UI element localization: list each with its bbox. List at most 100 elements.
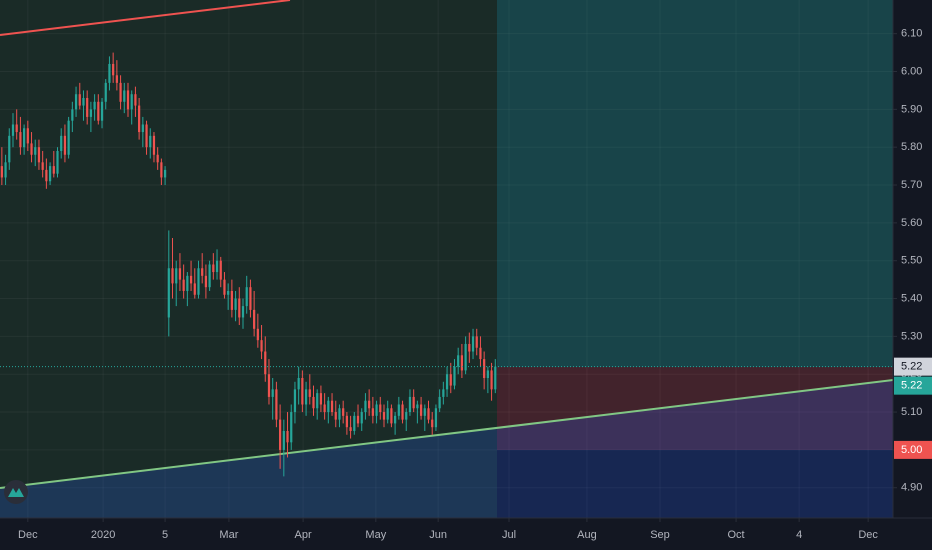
candle-body bbox=[253, 309, 256, 329]
x-tick-label: 2020 bbox=[91, 529, 115, 541]
candle-body bbox=[304, 389, 308, 405]
candle-body bbox=[445, 374, 449, 390]
x-tick-label: Aug bbox=[577, 529, 597, 541]
x-tick-label: Jul bbox=[502, 529, 516, 541]
candle-body bbox=[353, 415, 356, 431]
history-zone bbox=[0, 0, 497, 518]
candle-body bbox=[275, 389, 278, 420]
candle-body bbox=[371, 408, 374, 416]
candle-body bbox=[264, 351, 267, 375]
candle-body bbox=[63, 135, 67, 155]
candle-body bbox=[74, 94, 78, 110]
candle-body bbox=[204, 275, 208, 288]
candle-body bbox=[434, 408, 438, 428]
y-tick-label: 5.30 bbox=[901, 330, 922, 342]
candle-body bbox=[419, 404, 423, 416]
candle-body bbox=[156, 154, 159, 163]
candle-body bbox=[260, 340, 263, 352]
candle-body bbox=[282, 430, 285, 450]
candle-body bbox=[78, 94, 81, 106]
price-label-box bbox=[894, 376, 932, 395]
stop-zone bbox=[497, 367, 893, 450]
candle-body bbox=[386, 408, 389, 420]
x-tick-label: Oct bbox=[728, 529, 745, 541]
candle-body bbox=[71, 109, 74, 121]
candle-body bbox=[100, 101, 104, 121]
candle-body bbox=[175, 268, 178, 284]
price-label: 5.22 bbox=[901, 380, 922, 392]
candle-body bbox=[186, 275, 189, 291]
candle-body bbox=[149, 135, 152, 148]
candle-body bbox=[379, 404, 382, 413]
candle-body bbox=[86, 98, 89, 117]
candle-body bbox=[345, 415, 348, 428]
candle-body bbox=[212, 264, 215, 273]
candle-body bbox=[405, 412, 408, 420]
candle-body bbox=[134, 94, 137, 106]
y-tick-label: 6.00 bbox=[901, 65, 922, 77]
candle-body bbox=[483, 359, 486, 378]
candle-body bbox=[360, 412, 363, 424]
candle-body bbox=[375, 404, 378, 416]
candle-body bbox=[167, 268, 170, 318]
candle-body bbox=[19, 132, 22, 148]
y-tick-label: 5.40 bbox=[901, 292, 922, 304]
candle-body bbox=[34, 147, 37, 155]
candle-body bbox=[8, 135, 11, 163]
candle-body bbox=[245, 287, 248, 307]
price-label-box bbox=[894, 357, 932, 376]
candle-body bbox=[427, 408, 430, 420]
candle-body bbox=[41, 162, 44, 170]
candle-body bbox=[230, 290, 233, 310]
candle-body bbox=[368, 400, 371, 409]
candle-body bbox=[431, 419, 434, 428]
x-tick-label: 5 bbox=[162, 529, 168, 541]
candle-body bbox=[4, 162, 7, 178]
candle-body bbox=[208, 264, 211, 288]
candle-body bbox=[457, 355, 460, 367]
candle-body bbox=[223, 279, 226, 295]
candle-body bbox=[290, 412, 293, 443]
x-tick-label: Apr bbox=[295, 529, 312, 541]
labels: 4.905.005.105.205.305.405.505.605.705.80… bbox=[18, 28, 932, 541]
candle-body bbox=[93, 101, 96, 110]
candle-body bbox=[82, 98, 85, 106]
price-label: 5.22 bbox=[901, 361, 922, 373]
y-tick-label: 5.70 bbox=[901, 179, 922, 191]
candle-body bbox=[382, 412, 386, 420]
candle-body bbox=[178, 268, 182, 280]
candle-body bbox=[234, 298, 237, 310]
candle-body bbox=[238, 298, 241, 318]
y-tick-label: 6.10 bbox=[901, 28, 922, 40]
candle-body bbox=[468, 343, 471, 352]
candles bbox=[0, 52, 893, 477]
candle-body bbox=[394, 415, 397, 424]
candle-body bbox=[126, 90, 130, 110]
candle-body bbox=[201, 268, 204, 276]
candle-body bbox=[449, 374, 452, 386]
candle-body bbox=[45, 169, 48, 182]
candle-body bbox=[316, 393, 319, 409]
candle-body bbox=[297, 378, 300, 390]
x-tick-label: Jun bbox=[429, 529, 447, 541]
y-tick-label: 5.90 bbox=[901, 103, 922, 115]
y-tick-label: 5.80 bbox=[901, 141, 922, 153]
candle-body bbox=[475, 336, 478, 348]
time-axis bbox=[0, 518, 932, 550]
candle-body bbox=[160, 162, 163, 178]
trend-line bbox=[0, 379, 894, 489]
candle-body bbox=[23, 128, 26, 148]
candle-body bbox=[123, 90, 126, 102]
candle-body bbox=[249, 287, 252, 310]
candle-body bbox=[30, 143, 33, 155]
y-tick-label: 5.10 bbox=[901, 406, 922, 418]
candle-body bbox=[241, 306, 245, 318]
candle-body bbox=[338, 408, 341, 420]
candle-body bbox=[286, 430, 289, 443]
candle-body bbox=[48, 166, 52, 182]
candle-body bbox=[15, 124, 18, 133]
candle-body bbox=[215, 260, 219, 273]
